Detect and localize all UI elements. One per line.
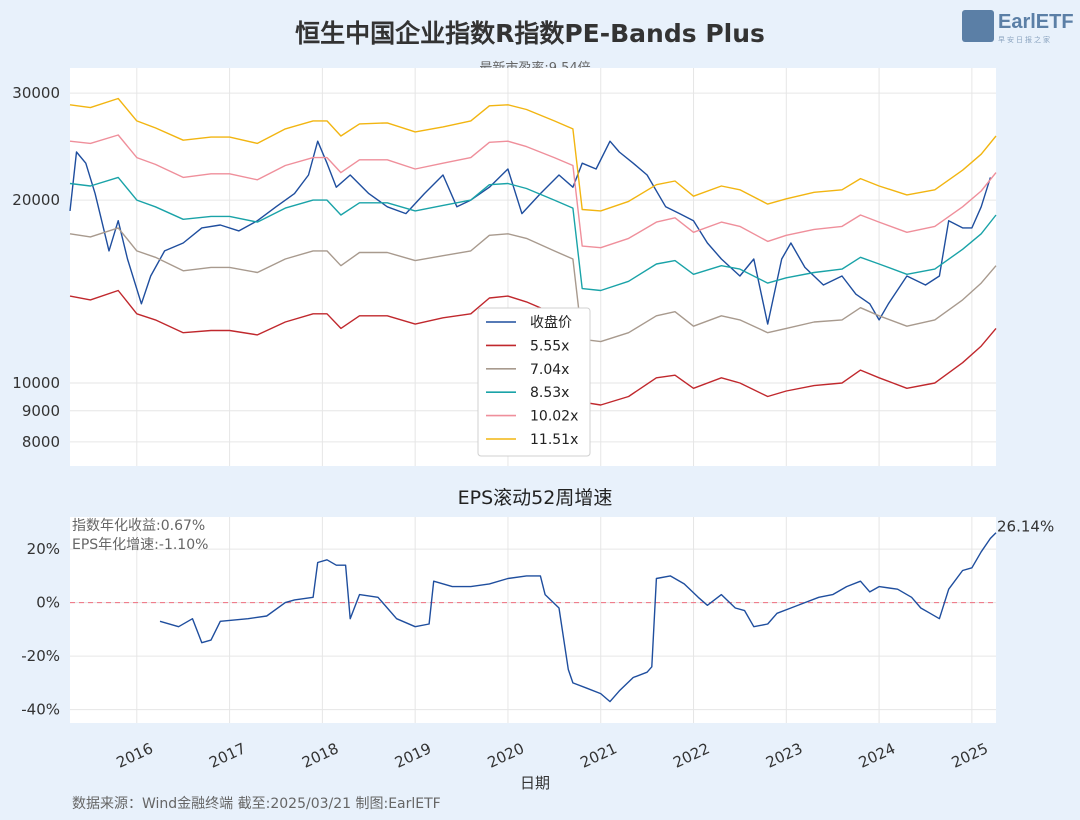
- source-note: 数据来源：Wind金融终端 截至:2025/03/21 制图:EarlETF: [72, 796, 441, 812]
- chart-title: 恒生中国企业指数R指数PE-Bands Plus: [295, 19, 765, 48]
- sub-y-tick-label: -20%: [21, 647, 60, 665]
- legend-label: 10.02x: [530, 409, 578, 425]
- x-tick-label: 2019: [392, 739, 434, 771]
- series-line-7.04x: [69, 227, 997, 343]
- x-tick-label: 2021: [578, 739, 620, 771]
- series-line-10.02x: [69, 134, 997, 249]
- main-y-tick-label: 20000: [12, 191, 60, 209]
- x-tick-label: 2022: [670, 739, 712, 771]
- brand-logo: EarlETF 早安日报之家: [962, 8, 1074, 44]
- sub-y-tick-label: 0%: [36, 594, 60, 612]
- annualized-return-note: 指数年化收益:0.67%: [72, 518, 205, 534]
- x-tick-label: 2024: [856, 739, 898, 771]
- series-line-收盘价: [69, 140, 992, 325]
- x-tick-label: 2016: [114, 739, 156, 771]
- series-line-8.53x: [69, 176, 997, 292]
- x-tick-label: 2020: [485, 739, 527, 771]
- legend-label: 8.53x: [530, 385, 569, 401]
- main-y-tick-label: 9000: [22, 402, 60, 420]
- sub-y-tick-label: 20%: [27, 540, 60, 558]
- sub-chart-title: EPS滚动52周增速: [457, 487, 613, 509]
- logo-text: EarlETF: [998, 11, 1074, 33]
- sub-plot-area: [70, 517, 996, 723]
- logo-mark-icon: [962, 10, 994, 42]
- main-y-tick-label: 8000: [22, 433, 60, 451]
- legend-label: 11.51x: [530, 432, 578, 448]
- legend-label: 收盘价: [530, 314, 572, 331]
- sub-y-tick-label: -40%: [21, 701, 60, 719]
- x-tick-label: 2017: [206, 739, 248, 771]
- eps-growth-note: EPS年化增速:-1.10%: [72, 537, 208, 553]
- last-value-label: 26.14%: [997, 518, 1054, 536]
- series-line-11.51x: [69, 97, 997, 212]
- main-y-tick-label: 30000: [12, 84, 60, 102]
- logo-subtext: 早安日报之家: [998, 36, 1052, 44]
- x-tick-label: 2018: [299, 739, 341, 771]
- eps-growth-line: [159, 532, 997, 703]
- x-axis-label: 日期: [519, 774, 550, 792]
- legend-label: 7.04x: [530, 362, 569, 378]
- x-tick-label: 2023: [763, 739, 805, 771]
- main-y-tick-label: 10000: [12, 374, 60, 392]
- x-tick-label: 2025: [949, 739, 991, 771]
- legend-label: 5.55x: [530, 338, 569, 354]
